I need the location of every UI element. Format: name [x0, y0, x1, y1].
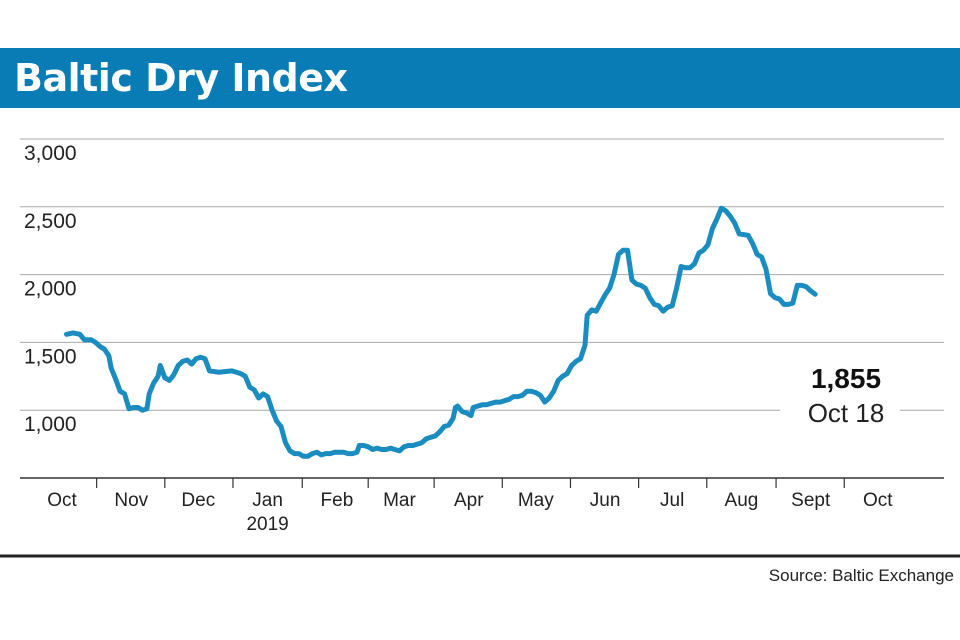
x-tick-label: Sept	[791, 490, 831, 511]
source-note: Source: Baltic Exchange	[768, 566, 954, 585]
x-tick-label: Aug	[725, 490, 759, 511]
title-band: Baltic Dry Index	[0, 48, 960, 108]
year-label: 2019	[246, 514, 288, 535]
x-tick-label: Jul	[660, 490, 684, 511]
annotation-group: 1,855 Oct 18	[808, 363, 885, 428]
x-tick-label: Mar	[383, 490, 416, 511]
chart-title: Baltic Dry Index	[14, 56, 348, 100]
series-group	[64, 205, 818, 459]
x-tick-label: Dec	[181, 490, 215, 511]
y-axis-labels: 1,000 1,500 2,000 2,500 3,000	[24, 142, 77, 436]
x-tick-label: Oct	[47, 490, 77, 511]
y-tick-label: 1,500	[24, 345, 77, 368]
x-tick-label: Nov	[114, 490, 148, 511]
x-tick-label: Oct	[863, 490, 893, 511]
x-axis: Oct Nov Dec Jan Feb Mar Apr May Jun Jul Aug Sept Oct…	[20, 477, 944, 535]
y-tick-label: 1,000	[24, 413, 77, 436]
x-tick-label: May	[518, 490, 554, 511]
x-tick-label: Feb	[321, 490, 354, 511]
y-tick-label: 2,500	[24, 210, 77, 233]
x-tick-label: Apr	[454, 490, 484, 511]
series-line	[64, 205, 818, 459]
x-tick-label: Jun	[590, 490, 621, 511]
annotation-value: 1,855	[811, 363, 881, 394]
y-tick-label: 3,000	[24, 142, 77, 165]
x-tick-label: Jan	[252, 490, 283, 511]
annotation-date: Oct 18	[808, 398, 885, 428]
y-tick-label: 2,000	[24, 278, 77, 301]
